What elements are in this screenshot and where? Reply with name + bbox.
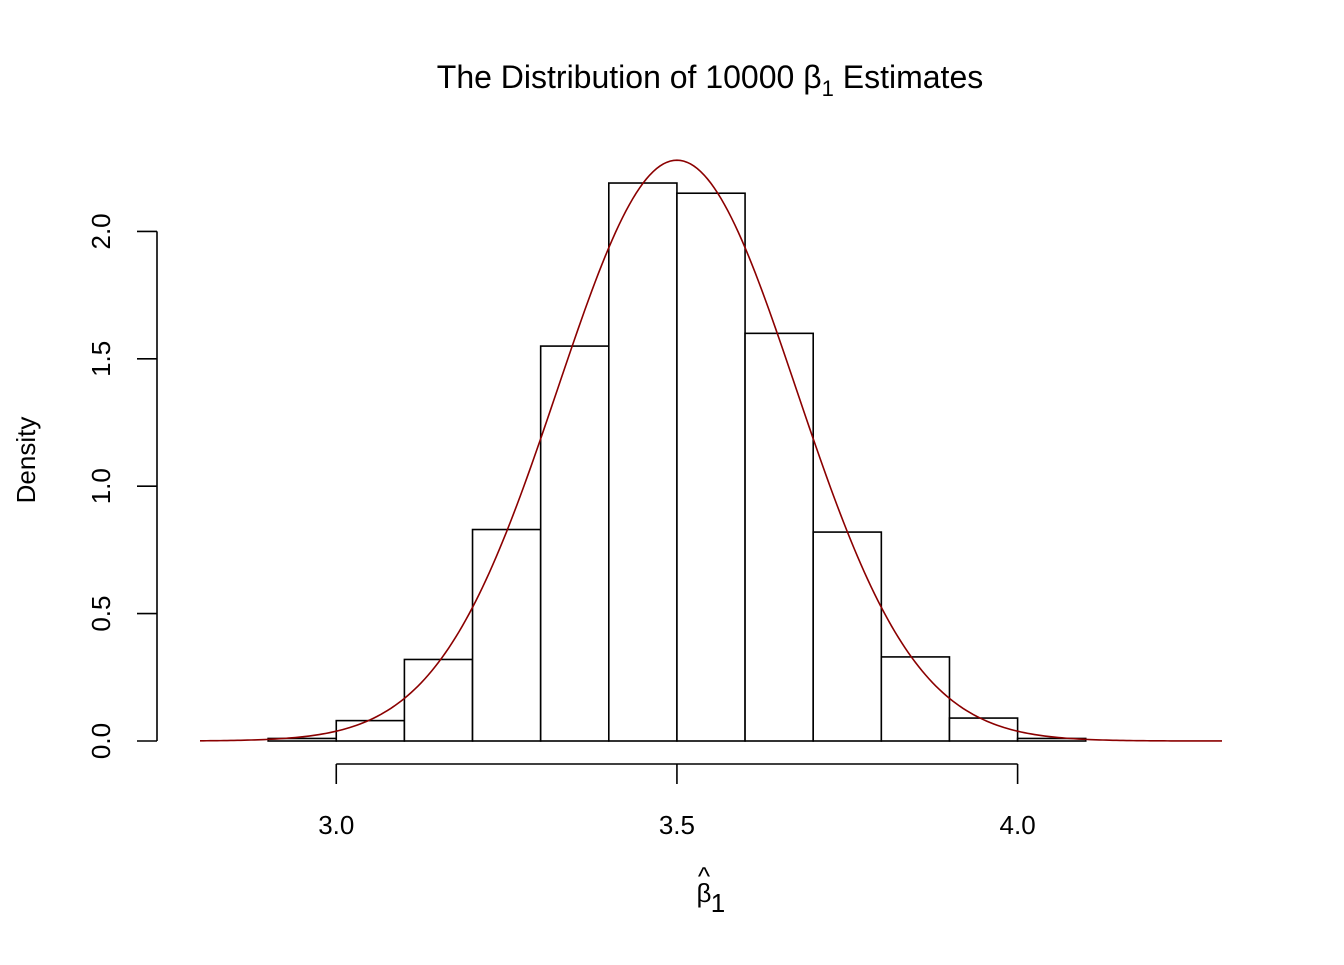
histogram-bar-4 (539, 345, 610, 742)
y-tick-label: 1.0 (86, 468, 116, 504)
histogram-bar-9 (880, 656, 951, 742)
x-tick-label: 3.5 (659, 810, 695, 840)
chart-title-symbol: β (803, 59, 821, 95)
y-tick-label: 1.5 (86, 341, 116, 377)
chart-title-prefix: The Distribution of 10000 (437, 59, 803, 95)
y-tick-label: 0.5 (86, 596, 116, 632)
y-axis: 0.0 0.5 1.0 1.5 2.0 (86, 213, 158, 759)
x-axis: 3.0 3.5 4.0 (318, 763, 1036, 840)
histogram-bar-8 (812, 531, 883, 742)
histogram-bar-7 (744, 332, 814, 742)
y-axis-label: Density (11, 417, 41, 504)
chart-title: The Distribution of 10000 β1 Estimates (437, 59, 983, 101)
histogram-bar-2 (403, 658, 474, 742)
x-axis-label-symbol: β (697, 878, 712, 908)
y-tick-label: 0.0 (86, 723, 116, 759)
x-tick-label: 4.0 (1000, 810, 1036, 840)
chart-title-subscript: 1 (822, 76, 834, 101)
density-curve (199, 159, 1222, 742)
x-axis-label: ^ β 1 (697, 861, 726, 918)
x-axis-label-subscript: 1 (711, 888, 725, 918)
histogram-bar-5 (607, 182, 678, 742)
histogram-bar-1 (335, 719, 406, 742)
y-tick-label: 2.0 (86, 213, 116, 249)
histogram-bar-6 (676, 192, 746, 742)
chart-title-suffix: Estimates (834, 59, 983, 95)
histogram-bar-10 (948, 717, 1019, 742)
x-tick-label: 3.0 (318, 810, 354, 840)
histogram-bar-3 (471, 528, 542, 742)
x-axis-label-hat: ^ (698, 861, 711, 891)
histogram-bars (267, 182, 1087, 742)
